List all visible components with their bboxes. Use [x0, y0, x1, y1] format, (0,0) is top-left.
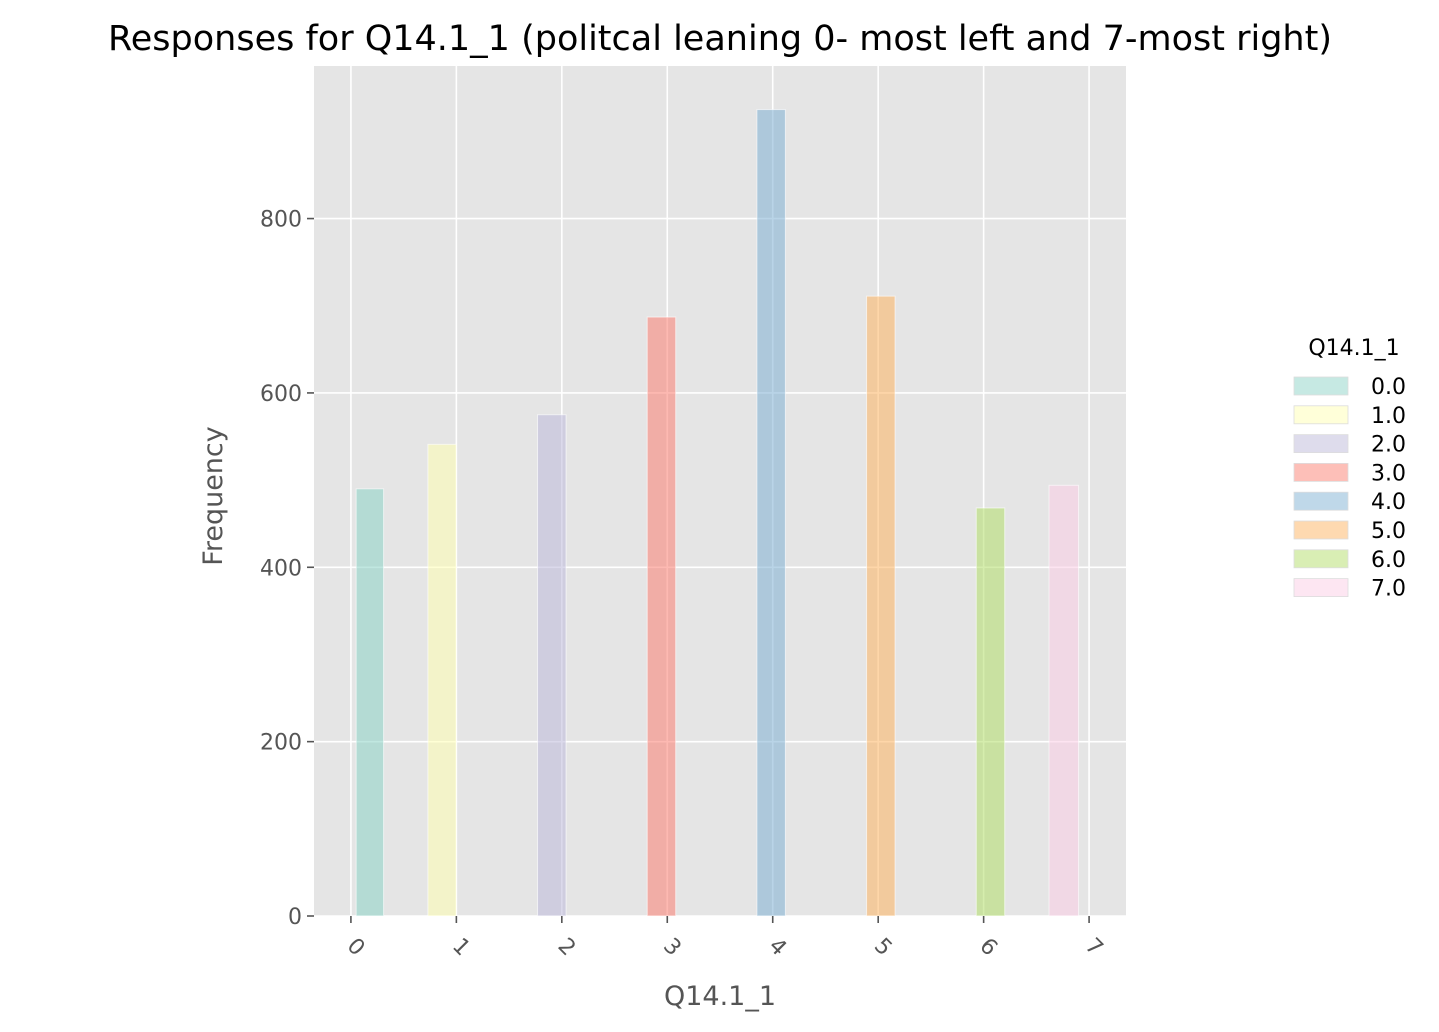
bar-3.0	[646, 316, 677, 917]
y-tick-label: 600	[260, 382, 302, 407]
legend-swatch	[1293, 578, 1349, 597]
legend-swatch	[1293, 376, 1349, 396]
bars	[355, 109, 1080, 917]
y-tick-label: 800	[260, 208, 302, 233]
y-tick-label: 0	[288, 905, 302, 930]
x-tick-label: 2	[553, 934, 581, 962]
bar-0.0	[355, 488, 385, 917]
y-tick-label: 400	[260, 556, 302, 581]
x-tick-label: 0	[342, 934, 370, 962]
legend-entry-label: 4.0	[1371, 490, 1406, 515]
bar-1.0	[427, 443, 457, 917]
legend-entry-label: 0.0	[1371, 375, 1406, 400]
legend-entry-label: 3.0	[1371, 461, 1406, 486]
legend-swatch	[1293, 549, 1349, 569]
legend-entry-label: 6.0	[1371, 548, 1406, 573]
legend-title: Q14.1_1	[1308, 336, 1399, 361]
x-tick-label: 1	[447, 934, 475, 962]
x-tick-label: 6	[974, 934, 1002, 962]
y-tick-label: 200	[260, 731, 302, 756]
y-axis: 0 200 400 600 800	[260, 208, 314, 930]
legend-entry-label: 1.0	[1371, 404, 1406, 429]
x-tick-label: 7	[1080, 934, 1108, 962]
y-axis-label: Frequency	[198, 426, 229, 566]
legend-entry-label: 7.0	[1371, 577, 1406, 602]
legend-swatch	[1293, 434, 1349, 454]
legend-entry-label: 5.0	[1371, 519, 1406, 544]
bar-5.0	[866, 295, 896, 917]
legend-swatch	[1293, 491, 1349, 511]
x-tick-label: 4	[764, 934, 792, 962]
bar-4.0	[756, 109, 786, 917]
bar-6.0	[975, 507, 1006, 917]
x-tick-label: 3	[658, 934, 686, 962]
legend-swatch	[1293, 462, 1349, 482]
legend-swatch	[1293, 520, 1349, 540]
bar-7.0	[1048, 484, 1080, 917]
x-axis-label: Q14.1_1	[664, 981, 776, 1012]
x-tick-label: 5	[869, 934, 897, 962]
legend: Q14.1_1 0.0 1.0 2.0 3.0 4.0 5.0 6.0 7.0	[1293, 336, 1406, 602]
legend-entry-label: 2.0	[1371, 433, 1406, 458]
bar-2.0	[537, 414, 567, 917]
x-axis: 0 1 2 3 4 5 6 7	[342, 916, 1108, 962]
chart-title: Responses for Q14.1_1 (politcal leaning …	[108, 19, 1332, 59]
legend-swatch	[1293, 405, 1349, 425]
